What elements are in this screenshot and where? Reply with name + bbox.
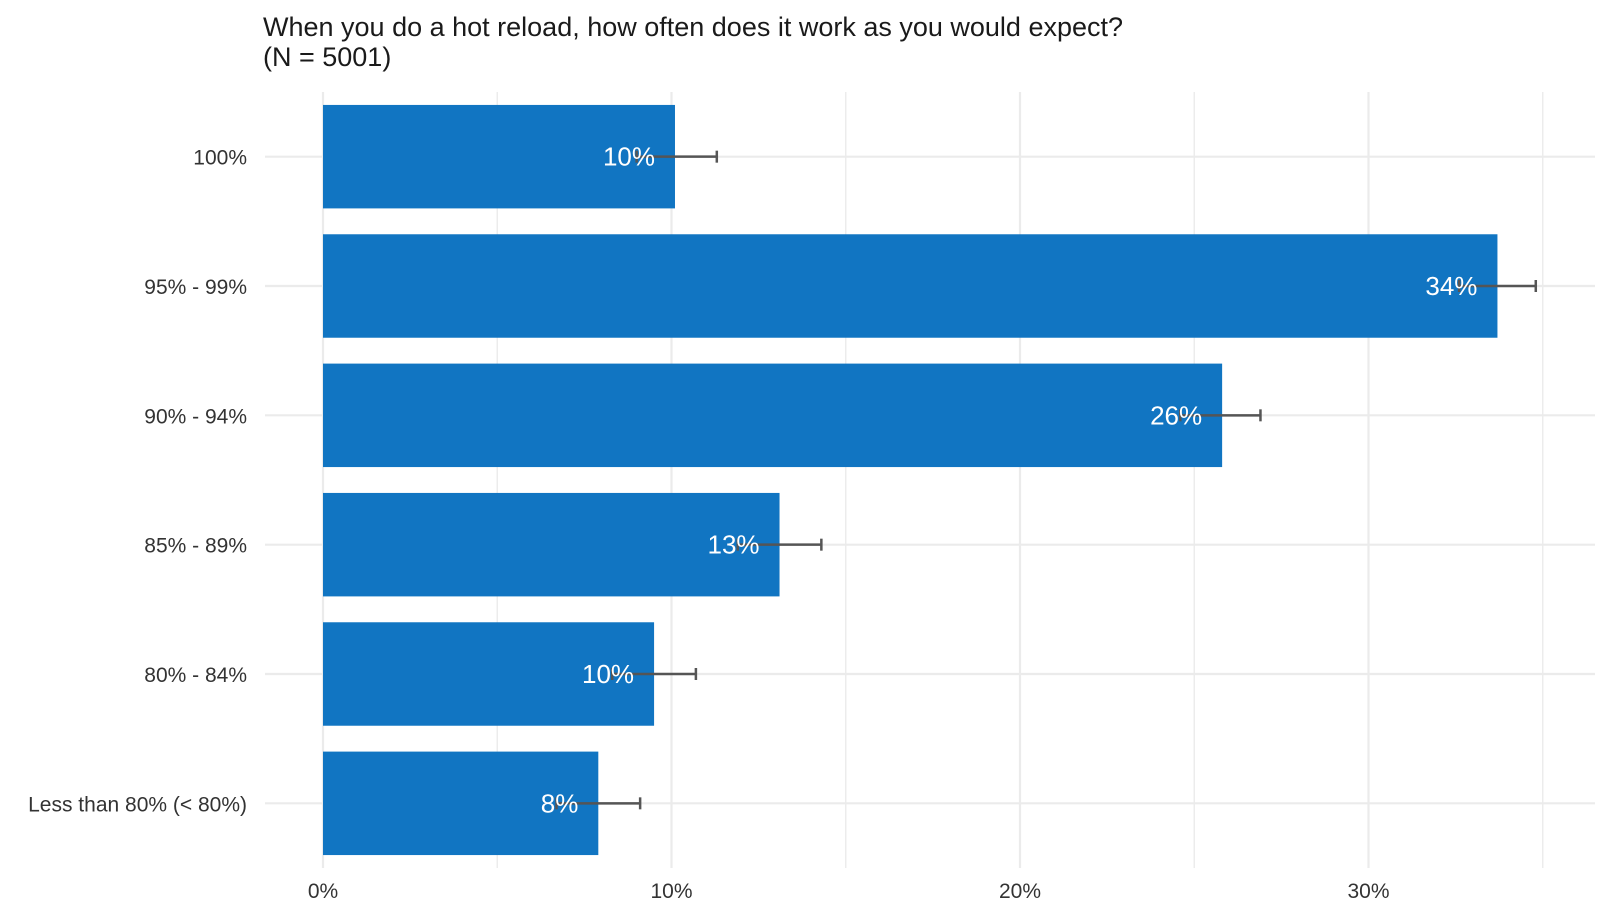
bar	[323, 104, 675, 209]
category-label: 90% - 94%	[144, 405, 247, 428]
x-tick-label: 10%	[650, 880, 692, 903]
category-label: 80% - 84%	[144, 664, 247, 687]
category-label: Less than 80% (< 80%)	[28, 793, 247, 816]
chart-title-block: When you do a hot reload, how often does…	[263, 12, 1123, 72]
bar	[323, 492, 780, 597]
data-label: 10%	[582, 659, 634, 689]
category-label: 95% - 99%	[144, 276, 247, 299]
bar	[323, 622, 655, 726]
data-label: 34%	[1425, 271, 1477, 301]
bar	[323, 234, 1498, 338]
x-tick-label: 20%	[999, 880, 1041, 903]
chart-title: When you do a hot reload, how often does…	[263, 12, 1124, 42]
x-tick-label: 0%	[308, 880, 338, 903]
data-label: 26%	[1150, 400, 1202, 430]
data-label: 8%	[541, 788, 579, 818]
data-label: 10%	[603, 142, 655, 172]
chart-subtitle: (N = 5001)	[263, 42, 392, 72]
category-label: 85% - 89%	[144, 535, 247, 558]
bar	[323, 363, 1223, 468]
bar	[323, 751, 599, 856]
data-label: 13%	[707, 530, 759, 560]
x-tick-label: 30%	[1347, 880, 1389, 903]
category-label: 100%	[193, 147, 247, 170]
